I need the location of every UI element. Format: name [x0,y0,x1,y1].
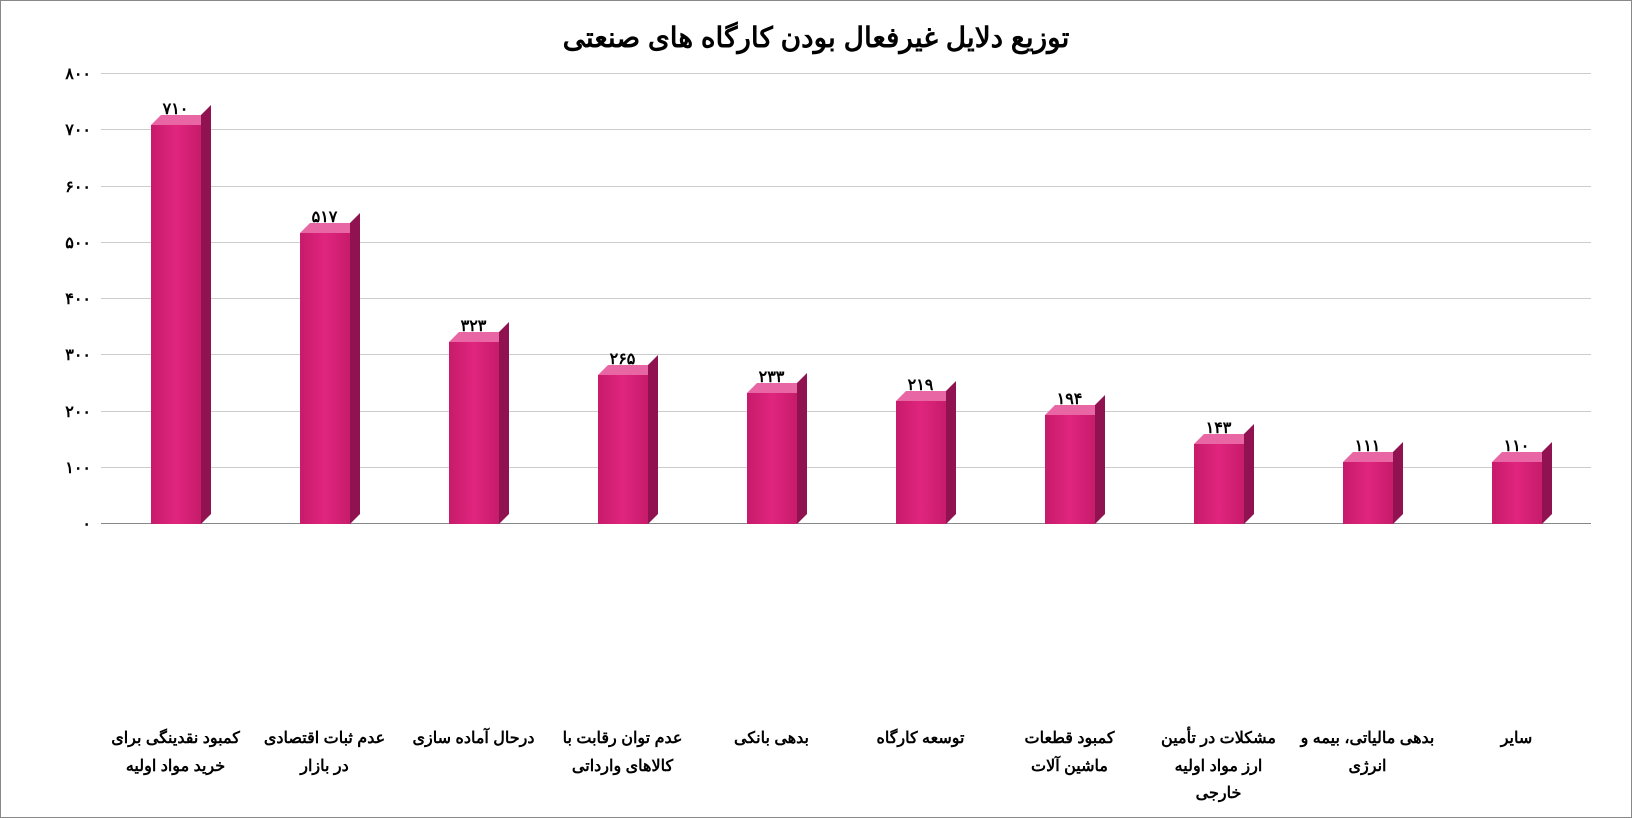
bar-group: ۳۲۳ [406,316,540,524]
bar-front-face [896,401,946,524]
bar-side-face [1244,424,1254,524]
bar-group: ۲۶۵ [555,349,689,524]
x-category-label: بدهی بانکی [704,725,838,807]
x-category-label: توسعه کارگاه [853,725,987,807]
bar-front-face [300,233,350,524]
bar [598,375,648,524]
bar-side-face [350,213,360,524]
y-tick-label: ۳۰۰ [65,345,91,365]
bar-side-face [499,322,509,524]
bar [300,233,350,524]
bar-side-face [648,355,658,524]
bar-group: ۱۱۱ [1300,436,1434,524]
bar-front-face [1343,462,1393,524]
x-category-label: بدهی مالیاتی، بیمه و انرژی [1300,725,1434,807]
x-category-label: عدم توان رقابت با کالاهای وارداتی [555,725,689,807]
bar-front-face [1045,415,1095,524]
chart-title: توزیع دلایل غیرفعال بودن کارگاه های صنعت… [41,21,1591,54]
x-category-label: مشکلات در تأمین ارز مواد اولیه خارجی [1151,725,1285,807]
x-category-label: کمبود قطعات ماشین آلات [1002,725,1136,807]
bar-group: ۱۱۰ [1449,436,1583,524]
bar-side-face [1393,442,1403,524]
x-category-label: عدم ثبات اقتصادی در بازار [257,725,391,807]
plot-area: ۷۱۰۵۱۷۳۲۳۲۶۵۲۳۳۲۱۹۱۹۴۱۴۳۱۱۱۱۱۰ [101,74,1591,524]
bar-side-face [1542,442,1552,524]
bar-side-face [1095,395,1105,524]
bar-group: ۲۱۹ [853,375,987,524]
bar-group: ۱۹۴ [1002,389,1136,524]
bar [1492,462,1542,524]
bar-group: ۱۴۳ [1151,418,1285,524]
bar-side-face [797,373,807,524]
bar [1343,462,1393,524]
y-tick-label: ۱۰۰ [65,458,91,478]
bar-group: ۲۳۳ [704,367,838,524]
bar-group: ۷۱۰ [108,99,242,524]
bar [1045,415,1095,524]
bar-front-face [449,342,499,524]
x-category-label: سایر [1449,725,1583,807]
bar [896,401,946,524]
plot-wrapper: ۰۱۰۰۲۰۰۳۰۰۴۰۰۵۰۰۶۰۰۷۰۰۸۰۰ ۷۱۰۵۱۷۳۲۳۲۶۵۲۳… [41,74,1591,710]
y-tick-label: ۵۰۰ [65,233,91,253]
bar-front-face [598,375,648,524]
chart-container: توزیع دلایل غیرفعال بودن کارگاه های صنعت… [0,0,1632,818]
y-tick-label: ۴۰۰ [65,289,91,309]
x-category-label: کمبود نقدینگی برای خرید مواد اولیه [108,725,242,807]
bar-side-face [946,381,956,524]
bar [747,393,797,524]
bar-front-face [747,393,797,524]
bar [449,342,499,524]
bar-front-face [1194,444,1244,524]
bar-group: ۵۱۷ [257,207,391,524]
y-tick-label: ۲۰۰ [65,402,91,422]
bar [1194,444,1244,524]
y-tick-label: ۰ [82,514,91,534]
y-tick-label: ۷۰۰ [65,120,91,140]
bar-front-face [1492,462,1542,524]
y-tick-label: ۸۰۰ [65,64,91,84]
y-tick-label: ۶۰۰ [65,177,91,197]
bars-container: ۷۱۰۵۱۷۳۲۳۲۶۵۲۳۳۲۱۹۱۹۴۱۴۳۱۱۱۱۱۰ [101,74,1591,524]
bar-front-face [151,125,201,524]
bar-side-face [201,105,211,524]
bar [151,125,201,524]
y-axis: ۰۱۰۰۲۰۰۳۰۰۴۰۰۵۰۰۶۰۰۷۰۰۸۰۰ [41,74,101,524]
x-category-label: درحال آماده سازی [406,725,540,807]
x-axis: کمبود نقدینگی برای خرید مواد اولیهعدم ثب… [101,725,1591,807]
